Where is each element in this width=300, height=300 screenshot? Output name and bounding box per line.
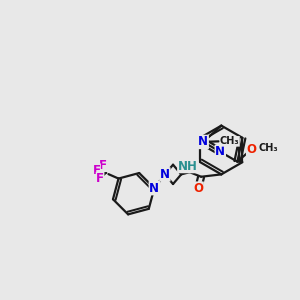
Text: NH: NH [178, 160, 198, 172]
Text: F: F [96, 172, 104, 185]
Text: N: N [198, 135, 208, 148]
Text: O: O [247, 143, 256, 156]
Text: N: N [160, 168, 170, 181]
Text: N: N [215, 145, 225, 158]
Text: F: F [92, 164, 101, 177]
Text: O: O [193, 182, 203, 195]
Text: CH₃: CH₃ [220, 136, 239, 146]
Text: CH₃: CH₃ [258, 143, 278, 153]
Text: N: N [149, 182, 159, 195]
Text: F: F [99, 159, 107, 172]
